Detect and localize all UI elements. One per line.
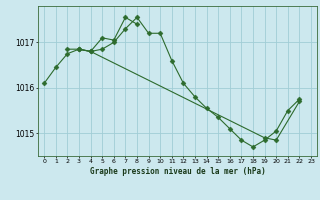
X-axis label: Graphe pression niveau de la mer (hPa): Graphe pression niveau de la mer (hPa) bbox=[90, 167, 266, 176]
